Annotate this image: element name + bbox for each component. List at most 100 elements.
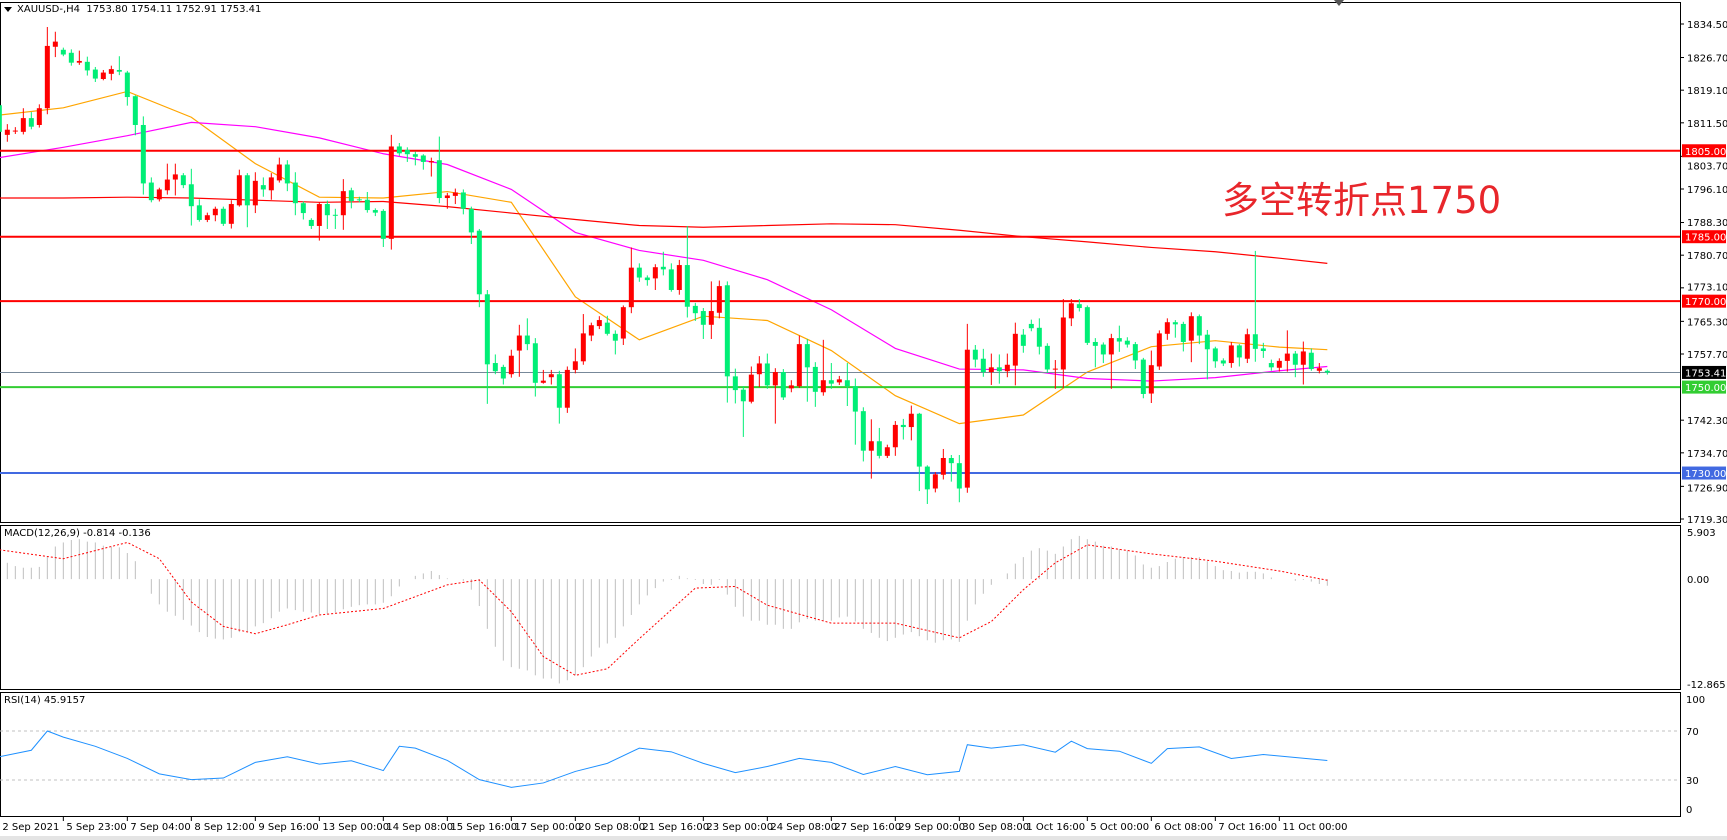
candle (964, 323, 970, 493)
candle (644, 275, 650, 286)
candle (196, 199, 202, 222)
candle (860, 407, 866, 462)
candle-body (28, 118, 34, 127)
time-axis-label: 14 Sep 08:00 (386, 822, 453, 833)
candle (516, 324, 522, 377)
candle (756, 356, 762, 388)
time-axis-label: 24 Sep 08:00 (770, 822, 837, 833)
candle-body (1268, 363, 1274, 368)
candle (828, 363, 834, 389)
candle-body (1180, 323, 1186, 342)
candle (340, 179, 346, 230)
time-axis-label: 8 Sep 12:00 (194, 822, 254, 833)
candle-body (516, 335, 522, 351)
candle (412, 151, 418, 166)
price-tick-label: 1719.30 (1687, 515, 1727, 526)
macd-axis-label: 0.00 (1687, 575, 1709, 586)
candle-body (84, 61, 90, 71)
rsi-axis-label: 0 (1686, 805, 1692, 816)
candle-body (276, 164, 282, 181)
candle-body (164, 179, 170, 191)
candle (300, 201, 306, 220)
candle-body (1132, 344, 1138, 361)
candle (452, 188, 458, 205)
time-axis-label: 9 Sep 16:00 (258, 822, 318, 833)
candle-body (580, 333, 586, 362)
horizontal-line-label: 1753.41 (1685, 368, 1726, 379)
candle (244, 173, 250, 228)
candle (596, 316, 602, 330)
candle (1044, 343, 1050, 373)
candle (1284, 330, 1290, 372)
candle (916, 412, 922, 492)
candle (988, 353, 994, 385)
candle-body (788, 385, 794, 389)
candle-body (340, 191, 346, 216)
candle-body (1044, 345, 1050, 370)
candle (44, 27, 50, 115)
candle-body (52, 41, 58, 47)
candle-body (388, 146, 394, 239)
candle-body (948, 457, 954, 464)
candle-body (612, 333, 618, 341)
candle-body (444, 195, 450, 199)
candle (972, 344, 978, 368)
candle-body (44, 45, 50, 109)
price-label-bg (1682, 380, 1726, 394)
candle-body (436, 160, 442, 199)
time-axis-label: 17 Sep 00:00 (514, 822, 581, 833)
candle (0, 105, 2, 132)
candle-body (1092, 341, 1098, 346)
candle (132, 95, 138, 136)
candle (820, 339, 826, 396)
candle (636, 263, 642, 282)
price-tick-label: 1734.70 (1687, 449, 1727, 460)
candle (852, 378, 858, 445)
macd-axis-label: 5.903 (1687, 528, 1716, 539)
candle (932, 472, 938, 493)
candle-body (284, 164, 290, 184)
symbol-label: XAUUSD-,H4 (17, 4, 81, 15)
candle-body (1236, 345, 1242, 358)
candle-body (884, 447, 890, 456)
candle-body (1028, 323, 1034, 329)
horizontal-line-label: 1770.00 (1685, 297, 1726, 308)
price-tick-label: 1811.50 (1687, 119, 1727, 130)
candle-body (148, 182, 154, 201)
candle (948, 454, 954, 482)
candle-body (1196, 316, 1202, 336)
candle-body (100, 72, 106, 80)
candle-body (508, 355, 514, 375)
candle (1268, 359, 1274, 371)
rsi-axis-label: 70 (1686, 727, 1699, 738)
candle-body (636, 267, 642, 278)
candle-body (220, 208, 226, 224)
price-tick-label: 1819.10 (1687, 86, 1727, 97)
chart-shift-marker-icon[interactable] (1334, 0, 1344, 6)
ohlc-readout: 1753.80 1754.11 1752.91 1753.41 (86, 4, 262, 15)
candle-body (908, 413, 914, 428)
candle-body (956, 463, 962, 489)
price-label-bg (1682, 144, 1726, 158)
candle-body (972, 349, 978, 360)
candle-body (188, 184, 194, 207)
candle-body (0, 105, 2, 132)
candle-body (300, 203, 306, 214)
candle-body (12, 130, 18, 132)
candle-body (372, 210, 378, 213)
dropdown-triangle-icon[interactable] (4, 6, 12, 12)
time-axis-label: 11 Oct 00:00 (1282, 822, 1347, 833)
candle-body (1252, 334, 1258, 349)
candle-body (764, 363, 770, 386)
candle (292, 172, 298, 216)
candle (148, 177, 154, 203)
candle (1252, 250, 1258, 362)
candle (236, 169, 242, 207)
candle (364, 192, 370, 213)
chart-header: XAUUSD-,H4 1753.80 1754.11 1752.91 1753.… (4, 4, 261, 15)
candle (604, 315, 610, 336)
candle-body (564, 369, 570, 408)
candle (1060, 299, 1066, 388)
candle (1308, 348, 1314, 371)
